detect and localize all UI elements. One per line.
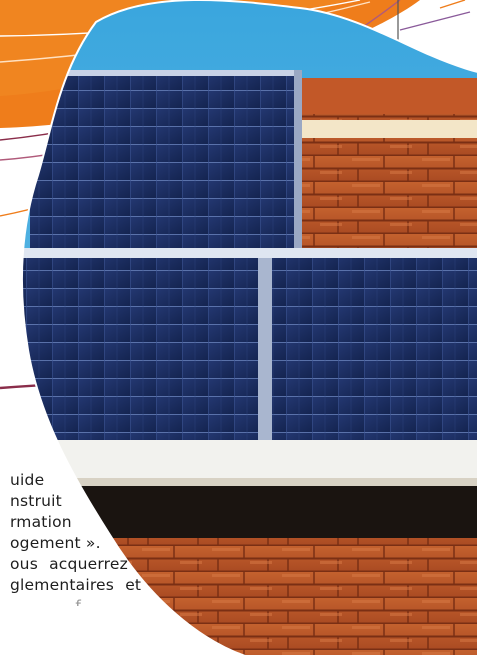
body-line: uide: [10, 471, 45, 489]
body-line: nstruit: [10, 492, 62, 510]
body-line: ous acquerrez: [10, 555, 128, 573]
body-line: glementaires et: [10, 576, 142, 594]
body-line: rmation: [10, 513, 72, 531]
photo-outline: [21, 0, 478, 656]
body-line-cut: ...f...: [60, 597, 96, 606]
body-text-fragment: uide nstruit rmation ogement ». ous acqu…: [0, 470, 230, 606]
body-line: ogement ».: [10, 534, 101, 552]
